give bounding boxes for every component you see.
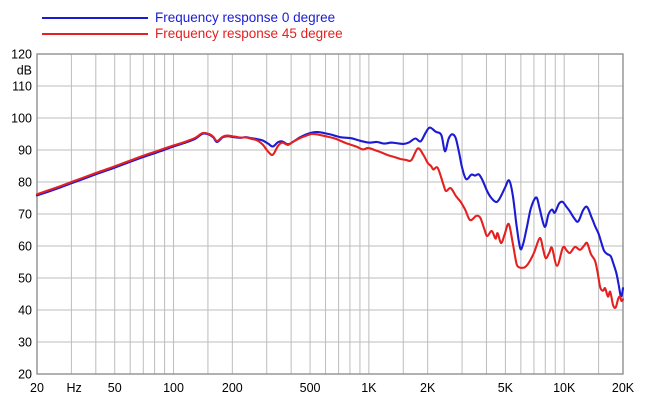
x-tick-label: Hz — [67, 381, 82, 395]
y-axis-unit-label: dB — [17, 64, 32, 78]
x-tick-label: 500 — [300, 381, 321, 395]
x-tick-label: 20 — [30, 381, 44, 395]
y-tick-label: 90 — [18, 144, 32, 158]
legend-label-45-degree: Frequency response 45 degree — [155, 26, 343, 41]
y-tick-label: 30 — [18, 336, 32, 350]
legend-label-0-degree: Frequency response 0 degree — [155, 10, 336, 25]
legend-line-red — [42, 33, 148, 35]
y-tick-label: 80 — [18, 176, 32, 190]
y-tick-label: 60 — [18, 240, 32, 254]
x-tick-label: 20K — [612, 381, 635, 395]
x-tick-label: 50 — [108, 381, 122, 395]
x-tick-label: 100 — [163, 381, 184, 395]
x-tick-label: 2K — [420, 381, 436, 395]
x-tick-label: 5K — [498, 381, 514, 395]
y-tick-label: 100 — [11, 112, 32, 126]
plot-frame — [36, 53, 624, 375]
curve-45-degree — [35, 131, 625, 309]
y-tick-label: 40 — [18, 304, 32, 318]
curve-0-degree — [35, 126, 625, 298]
legend-line-blue — [42, 17, 148, 19]
y-tick-label: 50 — [18, 272, 32, 286]
x-tick-label: 200 — [222, 381, 243, 395]
y-tick-label: 20 — [18, 368, 32, 382]
y-tick-label: 110 — [12, 80, 32, 94]
legend-item-45-degree: Frequency response 45 degree — [42, 26, 343, 42]
y-tick-label: 70 — [18, 208, 32, 222]
legend-item-0-degree: Frequency response 0 degree — [42, 10, 335, 26]
x-tick-label: 1K — [361, 381, 377, 395]
x-tick-label: 10K — [553, 381, 576, 395]
y-tick-label: 120 — [11, 48, 32, 62]
